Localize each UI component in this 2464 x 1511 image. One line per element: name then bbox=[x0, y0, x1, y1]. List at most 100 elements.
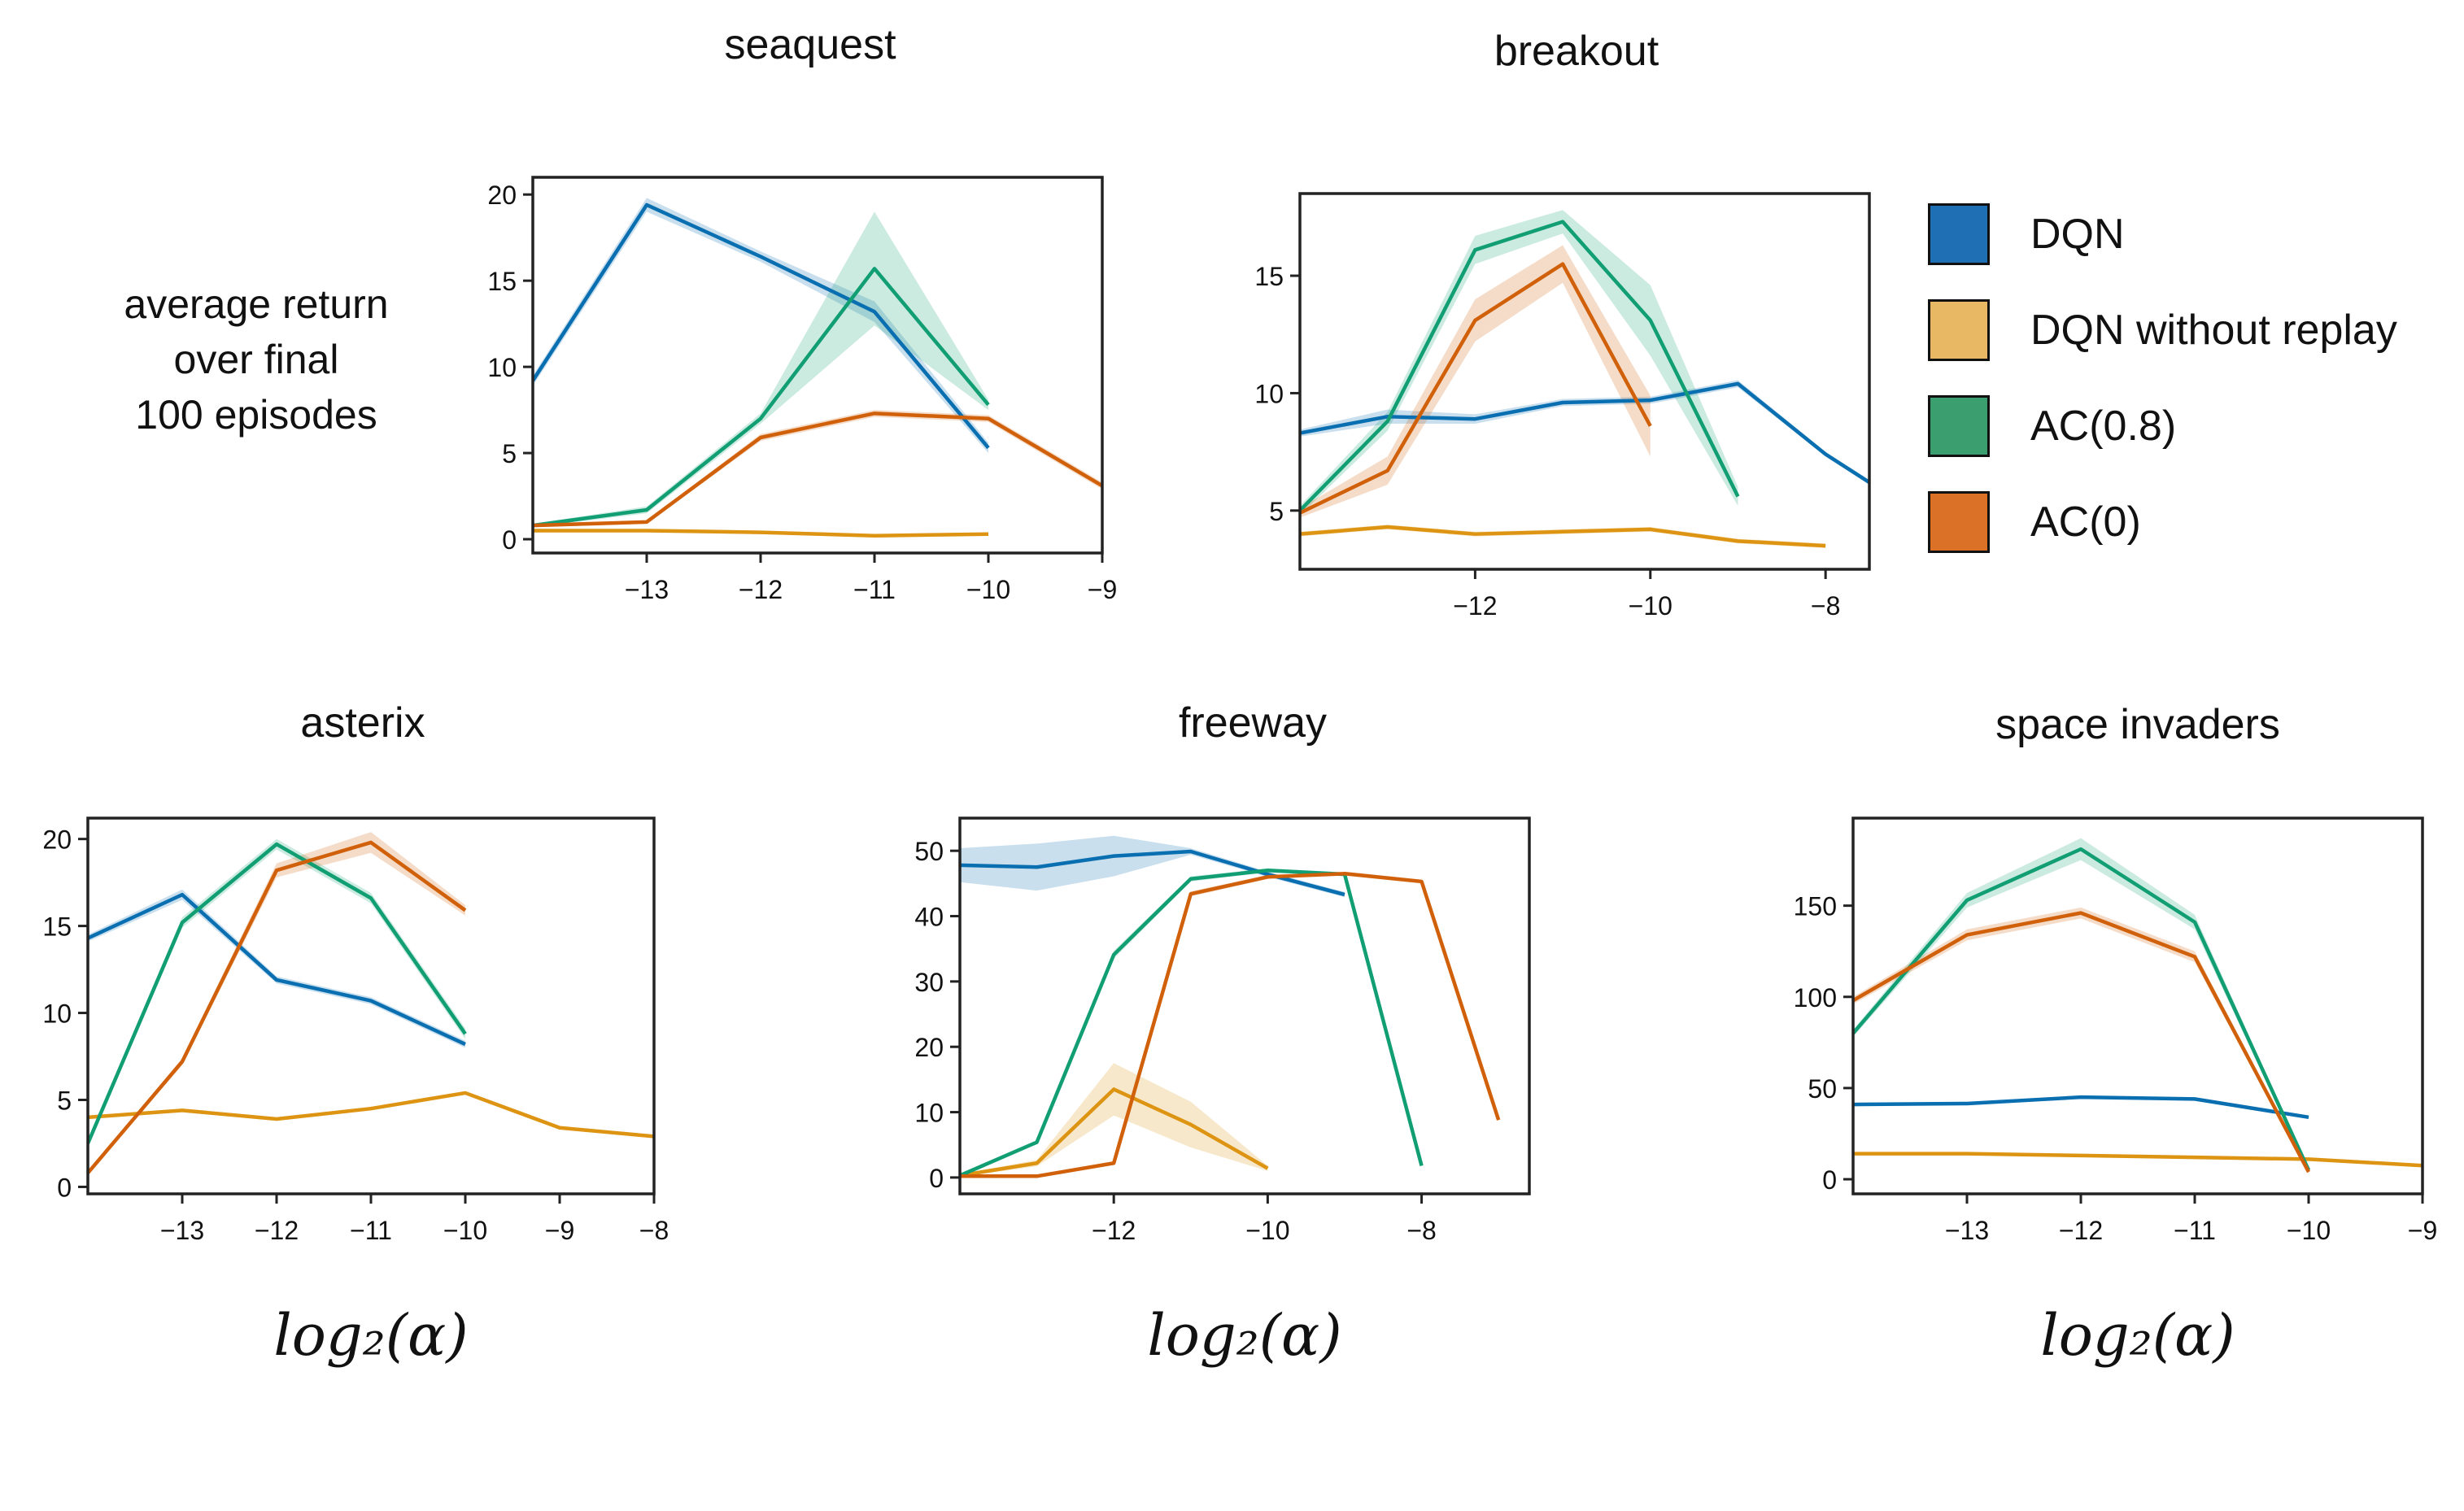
plot-area-space-invaders bbox=[1853, 838, 2423, 1174]
legend-swatch-ac-0-8 bbox=[1928, 395, 1990, 457]
x-tick-label-breakout: −12 bbox=[1453, 591, 1497, 621]
chart-title-asterix: asterix bbox=[300, 699, 425, 747]
x-tick-label-breakout: −8 bbox=[1811, 591, 1840, 621]
x-axis-label-asterix: log₂(α) bbox=[273, 1302, 468, 1369]
x-tick-label-asterix: −13 bbox=[160, 1216, 204, 1245]
y-axis-label: average return over final 100 episodes bbox=[65, 277, 447, 442]
x-tick-label-seaquest: −13 bbox=[625, 575, 669, 604]
band-space-invaders-ac-0-8 bbox=[1853, 838, 2309, 1173]
chart-freeway: freeway 0 10 20 30 40 50 −12 −10 −8 log₂(α) bbox=[914, 699, 1531, 1369]
series-line-freeway-ac-0 bbox=[960, 872, 1501, 1178]
band-breakout-ac-0-8 bbox=[1300, 210, 1738, 516]
series-line-seaquest-dqn bbox=[533, 202, 990, 450]
chart-title-breakout: breakout bbox=[1494, 28, 1659, 75]
plot-area-asterix bbox=[88, 832, 654, 1175]
y-tick-label-breakout: 15 bbox=[1254, 262, 1284, 291]
legend-label-dqn-without-replay: DQN without replay bbox=[2030, 307, 2397, 354]
plot-area-seaquest bbox=[533, 198, 1102, 538]
legend-label-dqn: DQN bbox=[2030, 211, 2125, 258]
chart-seaquest: seaquest 0 5 10 15 20 −13 −12 −11 −10 −9 bbox=[487, 21, 1117, 604]
y-tick-label-asterix: 20 bbox=[42, 825, 72, 855]
series-line-seaquest-ac-0-8 bbox=[533, 267, 990, 528]
x-tick-label-asterix: −10 bbox=[443, 1216, 487, 1245]
y-axis-label-line-3: 100 episodes bbox=[135, 392, 377, 438]
x-tick-label-seaquest: −11 bbox=[853, 575, 896, 604]
chart-asterix: asterix 0 5 10 15 20 −13 −12 −11 −10 −9 −8 log₂(α) bbox=[42, 699, 669, 1369]
x-tick-label-seaquest: −12 bbox=[739, 575, 783, 604]
series-line-space-invaders-ac-0 bbox=[1853, 911, 2310, 1174]
legend-label-ac-0-8: AC(0.8) bbox=[2030, 403, 2177, 450]
series-line-asterix-dqn-without-replay bbox=[88, 1091, 654, 1139]
plot-area-freeway bbox=[960, 835, 1501, 1178]
x-tick-label-seaquest: −9 bbox=[1088, 575, 1117, 604]
x-tick-label-asterix: −11 bbox=[350, 1216, 392, 1245]
y-tick-label-freeway: 0 bbox=[929, 1164, 944, 1193]
y-tick-label-seaquest: 0 bbox=[502, 525, 517, 555]
y-tick-label-space-invaders: 50 bbox=[1808, 1074, 1837, 1104]
series-line-breakout-ac-0 bbox=[1300, 262, 1652, 515]
chart-space-invaders: space invaders 0 50 100 150 −13 −12 −11 −10 −9 log… bbox=[1794, 701, 2438, 1369]
y-tick-label-asterix: 5 bbox=[57, 1086, 72, 1116]
y-tick-label-space-invaders: 0 bbox=[1822, 1165, 1837, 1195]
x-axis-label-freeway: log₂(α) bbox=[1147, 1302, 1341, 1369]
legend-swatch-dqn bbox=[1928, 203, 1990, 265]
plot-area-breakout bbox=[1300, 210, 1869, 549]
y-tick-label-freeway: 10 bbox=[914, 1099, 944, 1128]
band-seaquest-ac-0-8 bbox=[533, 211, 988, 528]
y-tick-label-breakout: 5 bbox=[1269, 497, 1284, 526]
series-line-seaquest-ac-0 bbox=[533, 411, 1102, 528]
x-tick-label-freeway: −12 bbox=[1092, 1216, 1136, 1245]
axes-frame-breakout bbox=[1298, 192, 1871, 571]
chart-title-seaquest: seaquest bbox=[724, 21, 896, 68]
chart-title-freeway: freeway bbox=[1179, 699, 1327, 747]
x-tick-label-asterix: −12 bbox=[255, 1216, 299, 1245]
x-tick-label-freeway: −8 bbox=[1406, 1216, 1436, 1245]
chart-title-space-invaders: space invaders bbox=[1995, 701, 2280, 748]
series-line-asterix-ac-0 bbox=[88, 840, 467, 1174]
series-line-freeway-dqn-without-replay bbox=[960, 1087, 1269, 1178]
y-tick-label-asterix: 15 bbox=[42, 912, 72, 942]
y-tick-label-freeway: 50 bbox=[914, 837, 944, 866]
y-tick-label-freeway: 30 bbox=[914, 968, 944, 997]
y-tick-label-asterix: 0 bbox=[57, 1173, 72, 1202]
axes-frame-seaquest bbox=[531, 176, 1104, 555]
x-tick-label-space-invaders: −9 bbox=[2408, 1216, 2437, 1245]
axes-frame-space-invaders bbox=[1851, 816, 2424, 1195]
series-line-asterix-dqn bbox=[88, 892, 466, 1047]
axes-frame-freeway bbox=[958, 816, 1531, 1195]
y-tick-label-breakout: 10 bbox=[1254, 379, 1284, 408]
x-tick-label-asterix: −8 bbox=[639, 1216, 669, 1245]
series-line-space-invaders-ac-0-8 bbox=[1853, 847, 2311, 1171]
y-tick-label-freeway: 20 bbox=[914, 1033, 944, 1062]
y-tick-label-space-invaders: 150 bbox=[1794, 892, 1837, 921]
x-axis-label-space-invaders: log₂(α) bbox=[2040, 1302, 2235, 1369]
axes-frame-asterix bbox=[86, 816, 656, 1195]
series-line-breakout-dqn bbox=[1300, 381, 1869, 485]
y-tick-label-freeway: 40 bbox=[914, 903, 944, 932]
y-tick-label-space-invaders: 100 bbox=[1794, 983, 1837, 1012]
x-tick-label-space-invaders: −10 bbox=[2287, 1216, 2331, 1245]
legend-label-ac-0: AC(0) bbox=[2030, 499, 2141, 546]
legend-swatch-ac-0 bbox=[1928, 491, 1990, 553]
x-tick-label-seaquest: −10 bbox=[966, 575, 1010, 604]
band-freeway-dqn bbox=[960, 835, 1345, 898]
series-line-asterix-ac-0-8 bbox=[88, 842, 467, 1144]
x-tick-label-space-invaders: −12 bbox=[2059, 1216, 2103, 1245]
band-breakout-ac-0 bbox=[1300, 245, 1651, 518]
x-tick-label-space-invaders: −13 bbox=[1945, 1216, 1989, 1245]
legend-swatch-dqn-without-replay bbox=[1928, 299, 1990, 361]
y-tick-label-seaquest: 5 bbox=[502, 439, 517, 468]
series-line-space-invaders-dqn-without-replay bbox=[1853, 1152, 2423, 1168]
series-line-space-invaders-dqn bbox=[1853, 1095, 2309, 1120]
y-axis-label-line-1: average return bbox=[124, 281, 389, 327]
series-line-seaquest-dqn-without-replay bbox=[533, 529, 989, 538]
x-tick-label-asterix: −9 bbox=[545, 1216, 574, 1245]
x-tick-label-space-invaders: −11 bbox=[2174, 1216, 2216, 1245]
chart-breakout: breakout 5 10 15 −12 −10 −8 bbox=[1254, 28, 1871, 621]
y-tick-label-asterix: 10 bbox=[42, 999, 72, 1029]
series-line-breakout-dqn-without-replay bbox=[1300, 525, 1826, 548]
band-seaquest-ac-0 bbox=[533, 410, 1102, 528]
band-asterix-dqn-without-replay bbox=[88, 1091, 654, 1139]
band-freeway-dqn-without-replay bbox=[960, 1063, 1268, 1178]
